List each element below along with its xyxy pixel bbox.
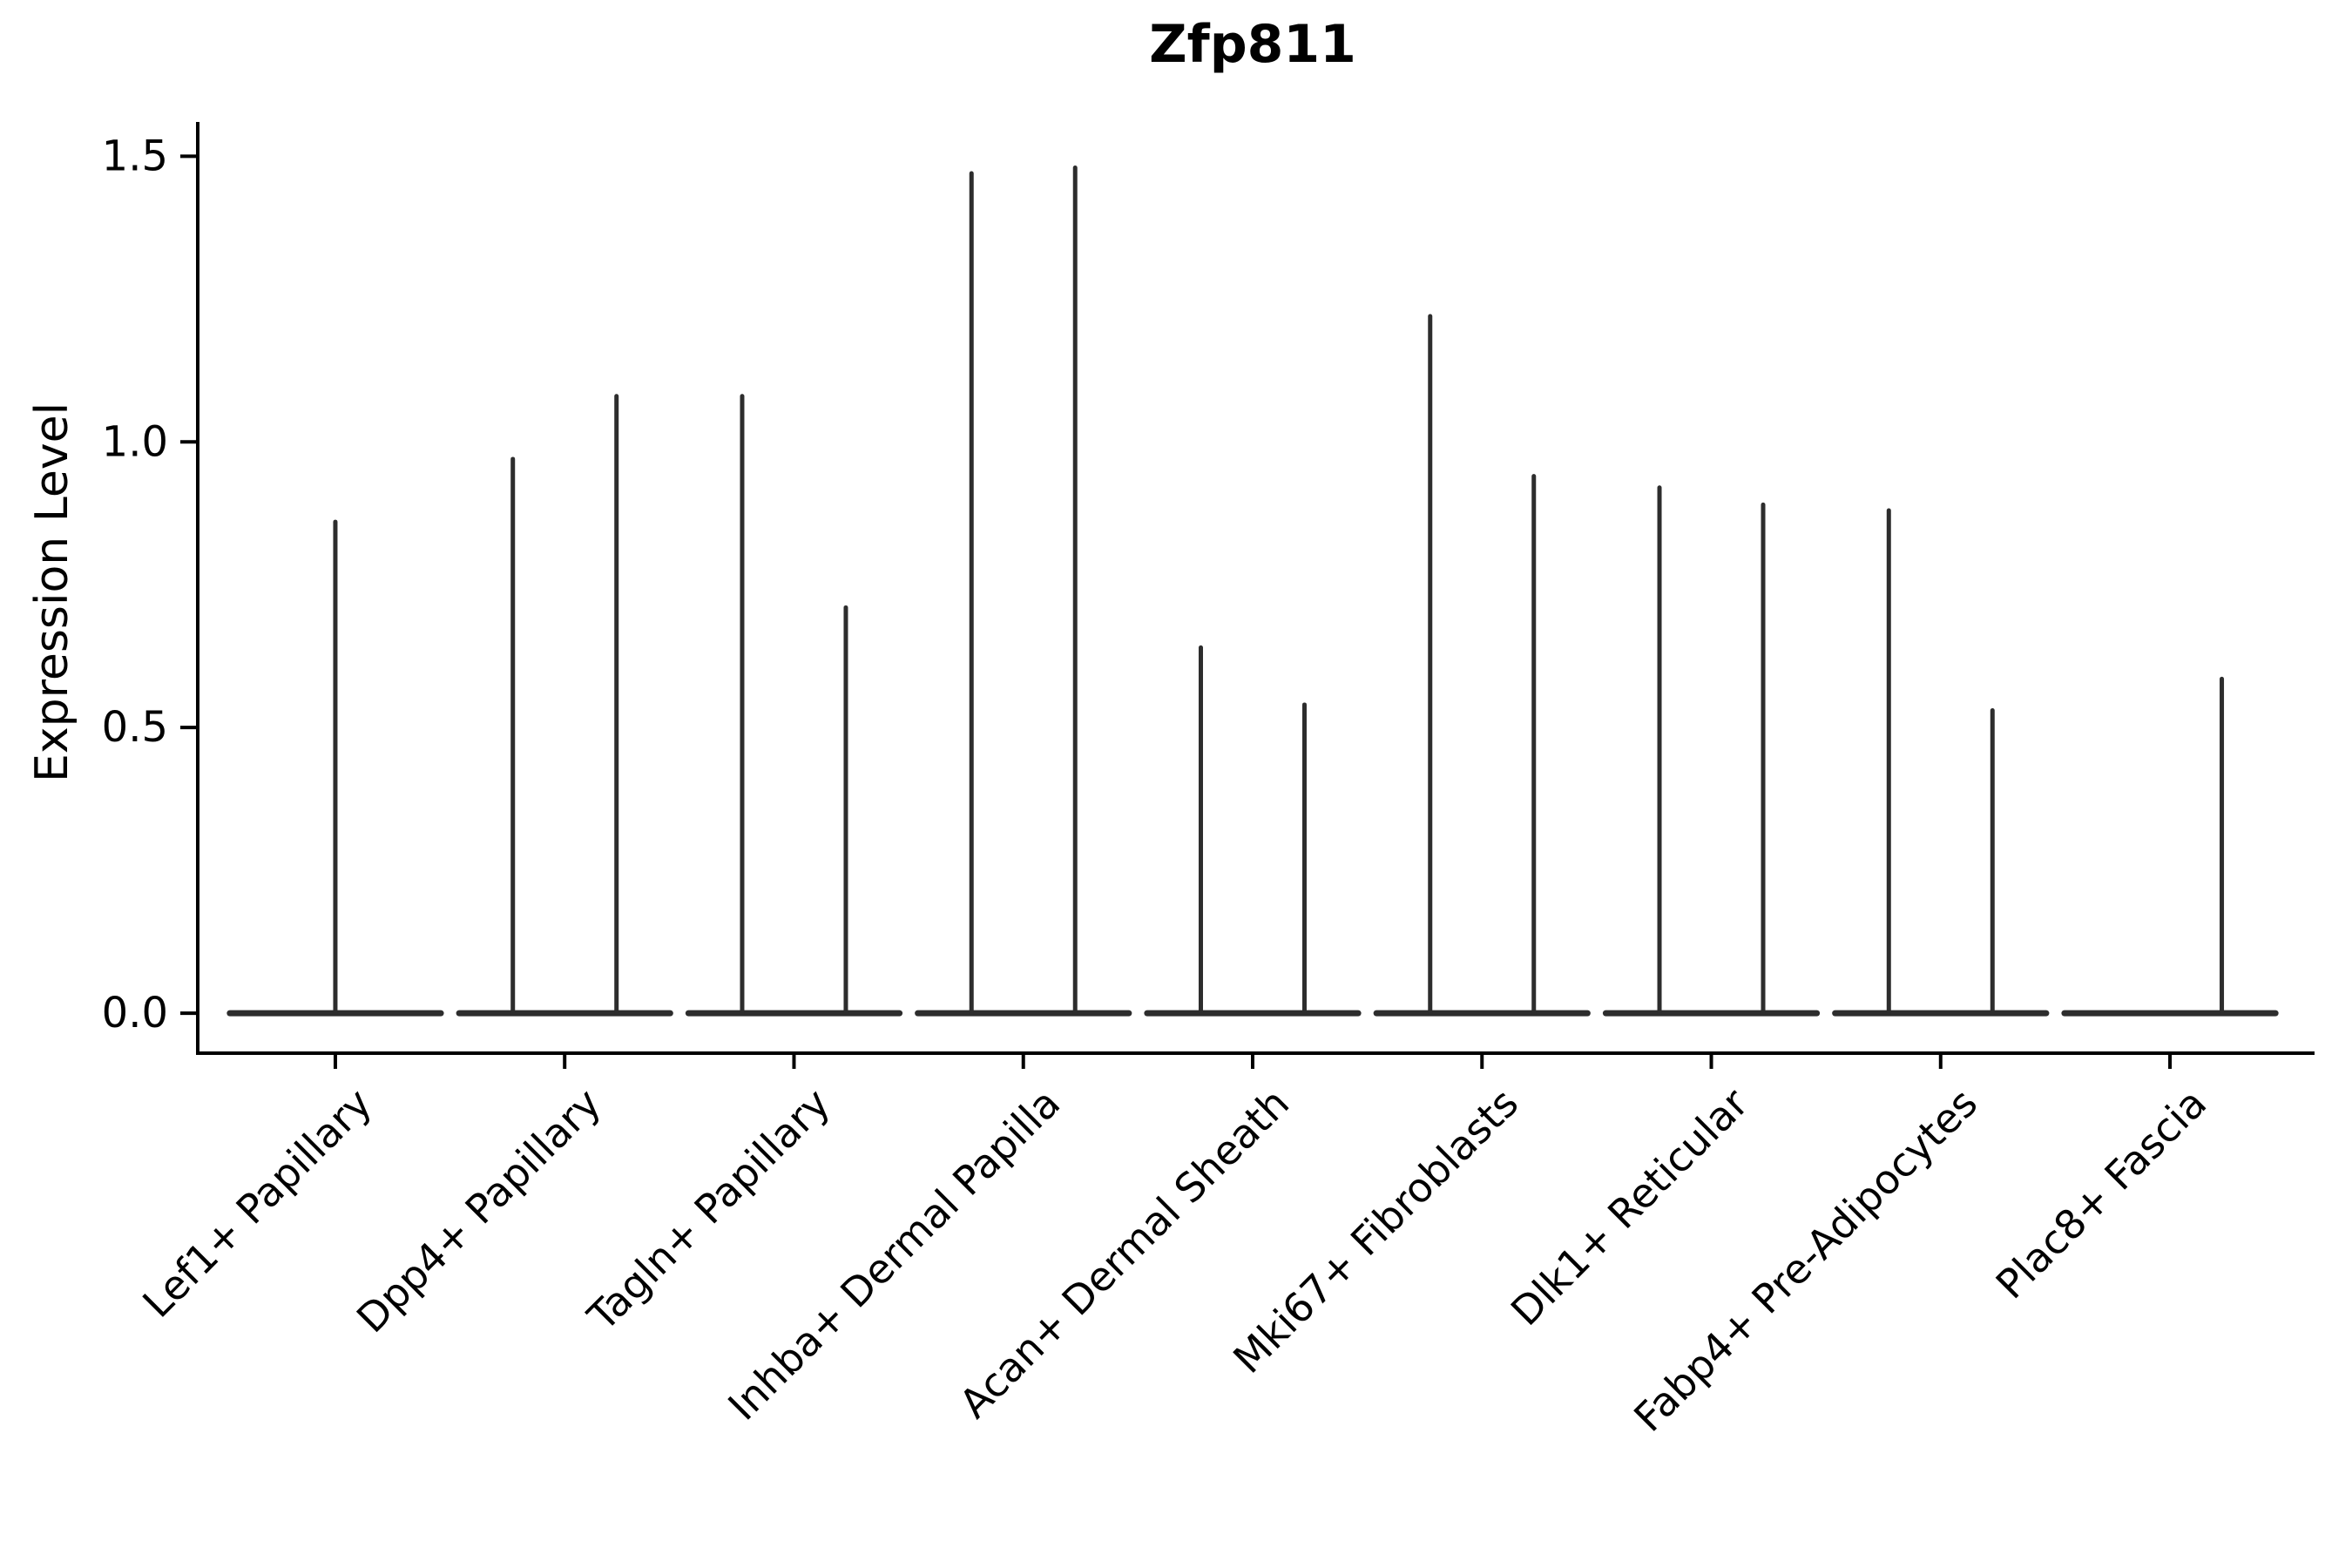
y-tick-label: 0.5 <box>102 703 168 752</box>
y-tick-label: 1.0 <box>102 417 168 466</box>
y-tick-label: 1.5 <box>102 132 168 180</box>
y-tick-label: 0.0 <box>102 989 168 1037</box>
chart-title: Zfp811 <box>1149 14 1356 75</box>
